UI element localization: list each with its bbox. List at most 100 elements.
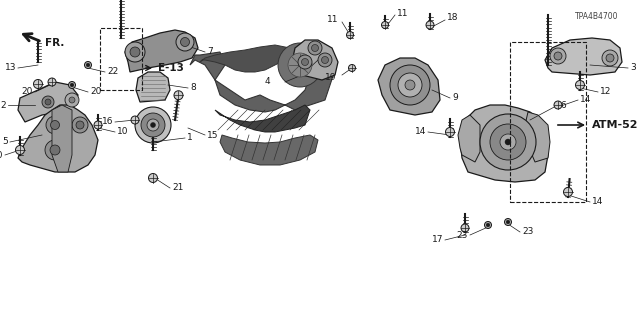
Circle shape <box>505 139 511 145</box>
Circle shape <box>321 57 328 63</box>
Circle shape <box>445 127 454 137</box>
Circle shape <box>48 78 56 86</box>
Text: 2: 2 <box>1 100 6 109</box>
Text: 20: 20 <box>22 87 33 97</box>
Polygon shape <box>52 105 72 172</box>
Circle shape <box>147 119 159 131</box>
Circle shape <box>500 134 516 150</box>
Circle shape <box>51 121 60 130</box>
Text: 14: 14 <box>580 95 591 105</box>
Circle shape <box>50 145 60 155</box>
Circle shape <box>602 50 618 66</box>
Text: FR.: FR. <box>45 38 65 48</box>
Circle shape <box>278 43 322 87</box>
Circle shape <box>318 53 332 67</box>
Circle shape <box>461 224 469 232</box>
Circle shape <box>174 91 183 100</box>
Circle shape <box>70 83 74 87</box>
Text: 16: 16 <box>102 117 113 126</box>
Text: 21: 21 <box>172 183 184 193</box>
Text: 11: 11 <box>397 9 408 18</box>
Text: 7: 7 <box>207 47 212 57</box>
Circle shape <box>298 55 312 69</box>
Polygon shape <box>200 45 320 75</box>
Circle shape <box>312 44 319 52</box>
Circle shape <box>308 41 322 55</box>
Circle shape <box>130 47 140 57</box>
Text: 23: 23 <box>456 230 468 239</box>
Circle shape <box>42 96 54 108</box>
Circle shape <box>15 146 24 155</box>
Text: 17: 17 <box>431 236 443 244</box>
Polygon shape <box>525 112 550 162</box>
Text: 22: 22 <box>107 68 118 76</box>
Polygon shape <box>136 72 170 102</box>
Circle shape <box>606 54 614 62</box>
Polygon shape <box>125 30 198 72</box>
Bar <box>100 28 142 90</box>
Text: 14: 14 <box>415 127 426 137</box>
Circle shape <box>84 61 92 68</box>
Text: TPA4B4700: TPA4B4700 <box>575 12 618 21</box>
Circle shape <box>563 188 573 196</box>
Text: 6: 6 <box>560 100 566 109</box>
Circle shape <box>554 101 562 109</box>
Text: 8: 8 <box>190 84 196 92</box>
Text: E-13: E-13 <box>158 63 184 73</box>
Text: 14: 14 <box>592 197 604 206</box>
Circle shape <box>390 65 430 105</box>
Polygon shape <box>545 38 622 75</box>
Circle shape <box>33 79 42 89</box>
Circle shape <box>490 124 526 160</box>
Text: 18: 18 <box>447 13 458 22</box>
Circle shape <box>346 31 353 38</box>
Text: 12: 12 <box>600 87 611 97</box>
Text: 23: 23 <box>522 228 533 236</box>
Circle shape <box>86 63 90 67</box>
Circle shape <box>349 65 355 71</box>
Polygon shape <box>215 105 310 132</box>
Circle shape <box>176 33 194 51</box>
Text: 13: 13 <box>4 63 16 73</box>
Circle shape <box>486 223 490 227</box>
Circle shape <box>135 107 171 143</box>
Circle shape <box>45 99 51 105</box>
Bar <box>510 42 586 202</box>
Text: 5: 5 <box>3 138 8 147</box>
Circle shape <box>301 59 308 66</box>
Circle shape <box>480 114 536 170</box>
Circle shape <box>506 220 509 224</box>
Circle shape <box>575 81 584 90</box>
Circle shape <box>72 117 88 133</box>
Circle shape <box>288 53 312 77</box>
Text: 20: 20 <box>90 87 101 97</box>
Circle shape <box>46 116 64 134</box>
Circle shape <box>94 121 102 129</box>
Text: 10: 10 <box>117 127 129 137</box>
Circle shape <box>381 21 388 28</box>
Polygon shape <box>190 52 335 112</box>
Circle shape <box>65 93 79 107</box>
Polygon shape <box>18 82 78 122</box>
Text: 19: 19 <box>324 73 336 82</box>
Circle shape <box>125 42 145 62</box>
Polygon shape <box>378 58 440 115</box>
Text: 9: 9 <box>452 93 458 102</box>
Text: 3: 3 <box>630 63 636 73</box>
Text: 11: 11 <box>326 15 338 25</box>
Circle shape <box>76 121 84 129</box>
Circle shape <box>45 140 65 160</box>
Circle shape <box>69 97 75 103</box>
Circle shape <box>550 48 566 64</box>
Polygon shape <box>460 105 548 182</box>
Text: 15: 15 <box>207 131 218 140</box>
Polygon shape <box>292 40 338 80</box>
Circle shape <box>141 113 165 137</box>
Circle shape <box>398 73 422 97</box>
Circle shape <box>131 116 139 124</box>
Circle shape <box>405 80 415 90</box>
Text: 1: 1 <box>187 133 193 142</box>
Text: 10: 10 <box>0 150 3 159</box>
Circle shape <box>148 173 157 182</box>
Text: ATM-52: ATM-52 <box>592 120 639 130</box>
